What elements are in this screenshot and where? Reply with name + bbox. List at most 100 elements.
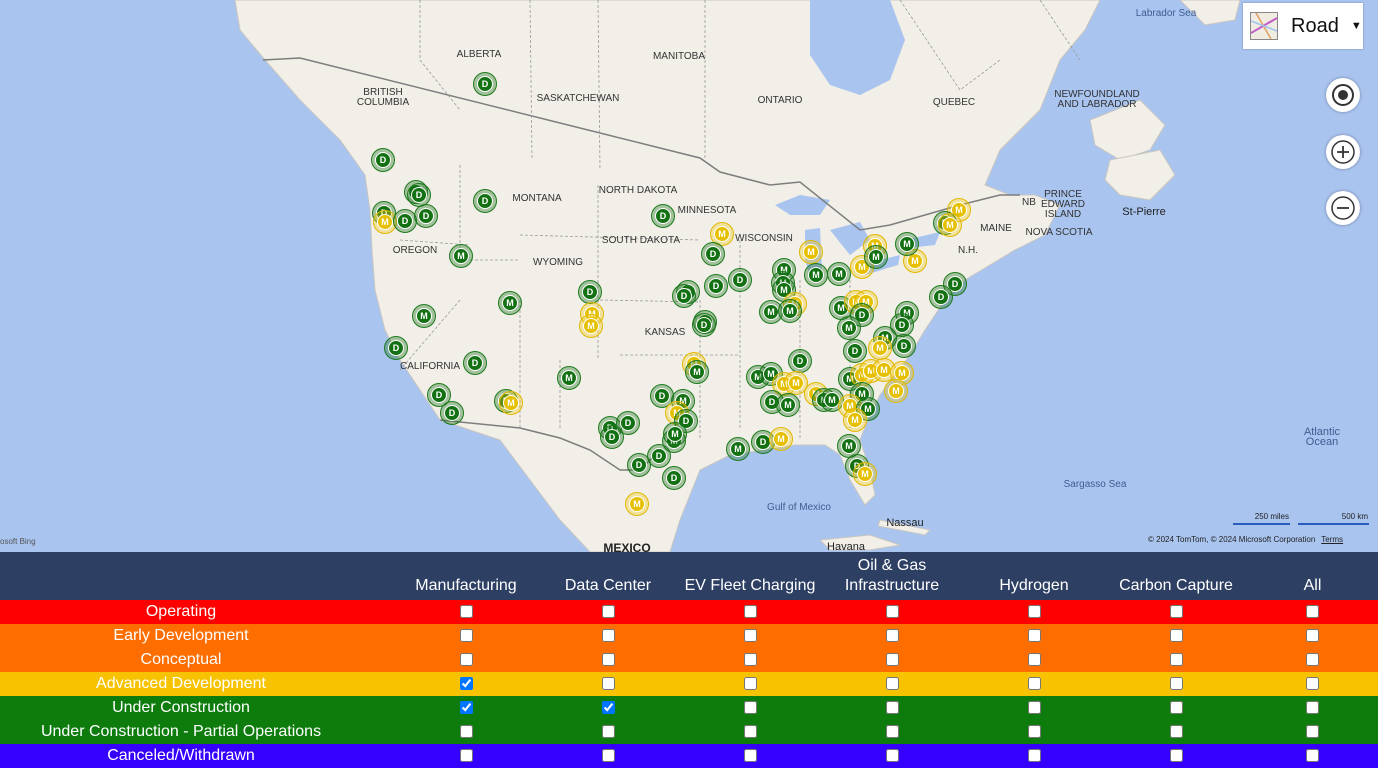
project-marker[interactable]: D [929,285,953,309]
filter-checkbox[interactable] [1306,725,1319,739]
project-marker[interactable]: M [685,360,709,384]
filter-checkbox[interactable] [743,701,757,715]
map-canvas[interactable]: ALBERTA BRITISH COLUMBIA MANITOBA SASKATCHE… [0,0,1378,552]
filter-checkbox[interactable] [1306,749,1319,763]
filter-checkbox[interactable] [459,677,473,691]
filter-checkbox[interactable] [1169,725,1183,739]
filter-checkbox[interactable] [743,629,757,643]
project-marker[interactable]: D [647,444,671,468]
filter-checkbox[interactable] [743,725,757,739]
project-marker[interactable]: M [579,314,603,338]
filter-checkbox[interactable] [1169,677,1183,691]
filter-checkbox[interactable] [1306,677,1319,691]
filter-checkbox[interactable] [1169,701,1183,715]
project-marker[interactable]: M [864,245,888,269]
filter-checkbox[interactable] [1027,701,1041,715]
project-marker[interactable]: D [692,313,716,337]
filter-checkbox[interactable] [459,725,473,739]
filter-checkbox[interactable] [459,653,473,667]
filter-checkbox[interactable] [601,701,615,715]
project-marker[interactable]: D [384,336,408,360]
filter-checkbox[interactable] [1169,629,1183,643]
project-marker[interactable]: D [414,204,438,228]
filter-checkbox[interactable] [1306,653,1319,667]
project-marker[interactable]: M [663,422,687,446]
project-marker[interactable]: M [373,210,397,234]
filter-checkbox[interactable] [743,677,757,691]
filter-checkbox[interactable] [743,653,757,667]
project-marker[interactable]: D [704,274,728,298]
project-marker[interactable]: D [672,284,696,308]
filter-checkbox[interactable] [885,701,899,715]
project-marker[interactable]: D [892,334,916,358]
project-marker[interactable]: M [799,240,823,264]
filter-checkbox[interactable] [459,701,473,715]
project-marker[interactable]: M [778,299,802,323]
project-marker[interactable]: M [726,437,750,461]
project-marker[interactable]: D [651,204,675,228]
project-marker[interactable]: D [650,384,674,408]
filter-checkbox[interactable] [1027,653,1041,667]
project-marker[interactable]: M [853,462,877,486]
project-marker[interactable]: M [938,213,962,237]
filter-checkbox[interactable] [1169,653,1183,667]
filter-checkbox[interactable] [885,725,899,739]
project-marker[interactable]: D [600,425,624,449]
project-marker[interactable]: M [837,316,861,340]
project-marker[interactable]: M [776,393,800,417]
filter-checkbox[interactable] [601,725,615,739]
filter-checkbox[interactable] [1306,605,1319,619]
terms-link[interactable]: Terms [1321,535,1344,544]
filter-checkbox[interactable] [1027,629,1041,643]
filter-checkbox[interactable] [1027,605,1041,619]
project-marker[interactable]: D [578,280,602,304]
locate-me-button[interactable] [1326,78,1360,112]
filter-checkbox[interactable] [885,749,899,763]
project-marker[interactable]: D [788,349,812,373]
filter-checkbox[interactable] [601,677,615,691]
project-marker[interactable]: M [498,291,522,315]
project-marker[interactable]: D [728,268,752,292]
filter-checkbox[interactable] [1027,725,1041,739]
project-marker[interactable]: D [473,189,497,213]
project-marker[interactable]: M [499,391,523,415]
filter-checkbox[interactable] [1169,605,1183,619]
filter-checkbox[interactable] [1027,749,1041,763]
project-marker[interactable]: M [625,492,649,516]
project-marker[interactable]: M [412,304,436,328]
filter-checkbox[interactable] [1027,677,1041,691]
filter-checkbox[interactable] [459,605,473,619]
project-marker[interactable]: D [440,401,464,425]
project-marker[interactable]: M [449,244,473,268]
project-marker[interactable]: D [393,209,417,233]
project-marker[interactable]: D [627,453,651,477]
project-marker[interactable]: M [804,263,828,287]
filter-checkbox[interactable] [601,653,615,667]
filter-checkbox[interactable] [885,605,899,619]
map-style-selector[interactable]: Road ▼ [1243,3,1363,49]
filter-checkbox[interactable] [885,629,899,643]
filter-checkbox[interactable] [743,605,757,619]
filter-checkbox[interactable] [601,749,615,763]
filter-checkbox[interactable] [1169,749,1183,763]
filter-checkbox[interactable] [601,605,615,619]
project-marker[interactable]: D [701,242,725,266]
project-marker[interactable]: D [662,466,686,490]
project-marker[interactable]: M [557,366,581,390]
filter-checkbox[interactable] [1306,701,1319,715]
project-marker[interactable]: M [868,336,892,360]
project-marker[interactable]: M [895,232,919,256]
project-marker[interactable]: D [616,411,640,435]
filter-checkbox[interactable] [885,653,899,667]
project-marker[interactable]: M [769,427,793,451]
filter-checkbox[interactable] [459,629,473,643]
zoom-out-button[interactable] [1326,191,1360,225]
filter-checkbox[interactable] [885,677,899,691]
project-marker[interactable]: M [884,379,908,403]
filter-checkbox[interactable] [601,629,615,643]
project-marker[interactable]: M [827,262,851,286]
zoom-in-button[interactable] [1326,135,1360,169]
project-marker[interactable]: D [463,351,487,375]
project-marker[interactable]: D [473,72,497,96]
filter-checkbox[interactable] [1306,629,1319,643]
